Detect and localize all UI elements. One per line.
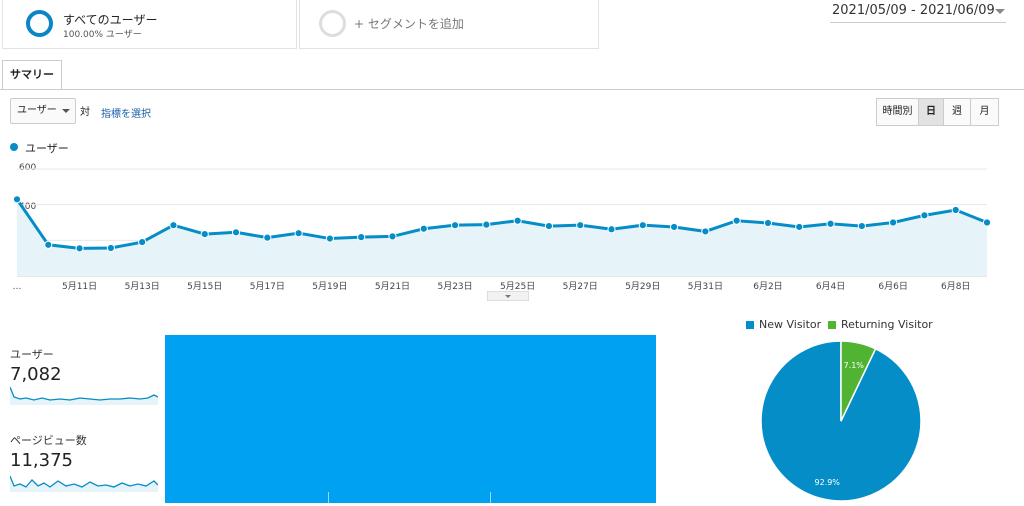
kpi-users-value: 7,082 xyxy=(10,364,62,385)
data-point[interactable] xyxy=(138,238,147,247)
x-tick-label: 5月23日 xyxy=(437,281,472,292)
x-tick-label: 5月19日 xyxy=(312,281,347,292)
y-tick-label: 400 xyxy=(19,202,37,212)
data-point[interactable] xyxy=(544,221,554,231)
x-tick-label: 5月13日 xyxy=(125,281,160,292)
empty-segment-ring-icon xyxy=(319,10,346,37)
column-divider xyxy=(328,492,329,503)
metric-select[interactable]: ユーザー xyxy=(10,98,76,124)
data-point[interactable] xyxy=(795,222,804,232)
data-point[interactable] xyxy=(982,218,992,227)
period-toggle: 時間別 日 週 月 xyxy=(876,98,999,126)
add-segment-card[interactable]: + セグメントを追加 xyxy=(299,0,599,49)
segment-title: すべてのユーザー xyxy=(63,13,158,27)
legend-swatch xyxy=(828,321,836,329)
y-tick-label: 600 xyxy=(19,163,37,173)
data-point[interactable] xyxy=(920,211,929,220)
x-tick-label: 5月11日 xyxy=(62,281,97,292)
data-point[interactable] xyxy=(231,228,241,237)
series-area xyxy=(17,199,987,276)
data-point[interactable] xyxy=(419,224,428,233)
blue-overlay-panel xyxy=(165,335,656,503)
metric-select-value: ユーザー xyxy=(17,105,57,116)
date-range-underline xyxy=(830,22,1006,23)
data-point[interactable] xyxy=(607,225,616,234)
data-point[interactable] xyxy=(638,221,647,230)
data-point[interactable] xyxy=(169,221,178,230)
collapse-chart-toggle[interactable] xyxy=(487,291,529,301)
pie-legend-label: New Visitor xyxy=(759,318,822,331)
x-tick-label: 5月29日 xyxy=(625,281,660,292)
series-legend-marker xyxy=(10,143,18,151)
pie-legend-returning: Returning Visitor xyxy=(828,318,933,331)
x-tick-label: 5月21日 xyxy=(375,281,410,292)
select-metric-link[interactable]: 指標を選択 xyxy=(101,109,151,120)
kpi-users-label: ユーザー xyxy=(10,348,54,361)
data-point[interactable] xyxy=(951,205,960,215)
data-point[interactable] xyxy=(44,240,53,249)
add-segment-label: + セグメントを追加 xyxy=(354,17,464,31)
data-point[interactable] xyxy=(857,221,866,231)
data-point[interactable] xyxy=(889,218,898,227)
data-point[interactable] xyxy=(826,219,835,228)
kpi-pageviews-value: 11,375 xyxy=(10,450,73,471)
data-point[interactable] xyxy=(294,229,303,238)
data-point[interactable] xyxy=(12,195,22,204)
segment-card-all-users[interactable]: すべてのユーザー 100.00% ユーザー xyxy=(2,0,297,49)
versus-label: 対 xyxy=(80,107,90,118)
chevron-down-icon[interactable] xyxy=(995,9,1005,14)
x-tick-label: 5月31日 xyxy=(688,281,723,292)
x-tick-label: … xyxy=(13,282,22,292)
data-point[interactable] xyxy=(200,229,209,239)
pie-slice-label: 92.9% xyxy=(814,478,840,487)
column-divider xyxy=(490,492,491,503)
data-point[interactable] xyxy=(106,243,115,253)
data-point[interactable] xyxy=(482,220,491,229)
data-point[interactable] xyxy=(669,222,679,232)
pie-legend-new: New Visitor xyxy=(746,318,821,331)
x-tick-label: 6月8日 xyxy=(941,281,970,292)
x-tick-label: 6月2日 xyxy=(753,281,782,292)
data-point[interactable] xyxy=(513,216,522,225)
users-line-chart: … 5月11日 5月13日 5月15日 5月17日 5月19日 5月21日 5月23日 5月25… xyxy=(12,168,992,292)
chevron-down-icon xyxy=(505,295,511,298)
data-point[interactable] xyxy=(732,216,741,225)
x-tick-label: 5月27日 xyxy=(563,281,598,292)
kpi-pageviews-label: ページビュー数 xyxy=(10,434,87,447)
chevron-down-icon xyxy=(62,109,70,113)
segment-subtitle: 100.00% ユーザー xyxy=(63,30,142,40)
date-range-picker[interactable]: 2021/05/09 - 2021/06/09 xyxy=(832,3,995,18)
x-tick-label: 5月17日 xyxy=(250,281,285,292)
tab-summary[interactable]: サマリー xyxy=(2,60,62,90)
data-point[interactable] xyxy=(576,221,585,230)
x-tick-label: 6月4日 xyxy=(816,281,845,292)
period-hourly-button[interactable]: 時間別 xyxy=(876,98,919,126)
pie-legend-label: Returning Visitor xyxy=(841,318,933,331)
data-point[interactable] xyxy=(325,234,335,243)
tab-divider xyxy=(0,89,1024,90)
pie-slice[interactable] xyxy=(840,340,877,422)
visitor-type-pie-chart: 92.9% 7.1% xyxy=(760,340,922,502)
period-month-button[interactable]: 月 xyxy=(970,98,999,126)
series-line xyxy=(15,198,988,250)
x-tick-label: 6月6日 xyxy=(878,281,907,292)
legend-swatch xyxy=(746,321,754,329)
data-point[interactable] xyxy=(357,233,366,242)
x-tick-label: 5月15日 xyxy=(187,281,222,292)
segment-ring-icon xyxy=(26,10,53,37)
data-point[interactable] xyxy=(701,227,710,236)
data-point[interactable] xyxy=(263,233,272,242)
data-point[interactable] xyxy=(75,244,84,253)
pie-slice-label: 7.1% xyxy=(844,361,865,370)
data-point[interactable] xyxy=(388,232,397,241)
kpi-users-sparkline xyxy=(10,386,158,405)
series-legend-label: ユーザー xyxy=(25,142,69,155)
data-point[interactable] xyxy=(763,218,773,228)
x-tick-label: 5月25日 xyxy=(500,281,535,292)
data-point[interactable] xyxy=(450,221,460,230)
kpi-pageviews-sparkline xyxy=(10,475,158,492)
